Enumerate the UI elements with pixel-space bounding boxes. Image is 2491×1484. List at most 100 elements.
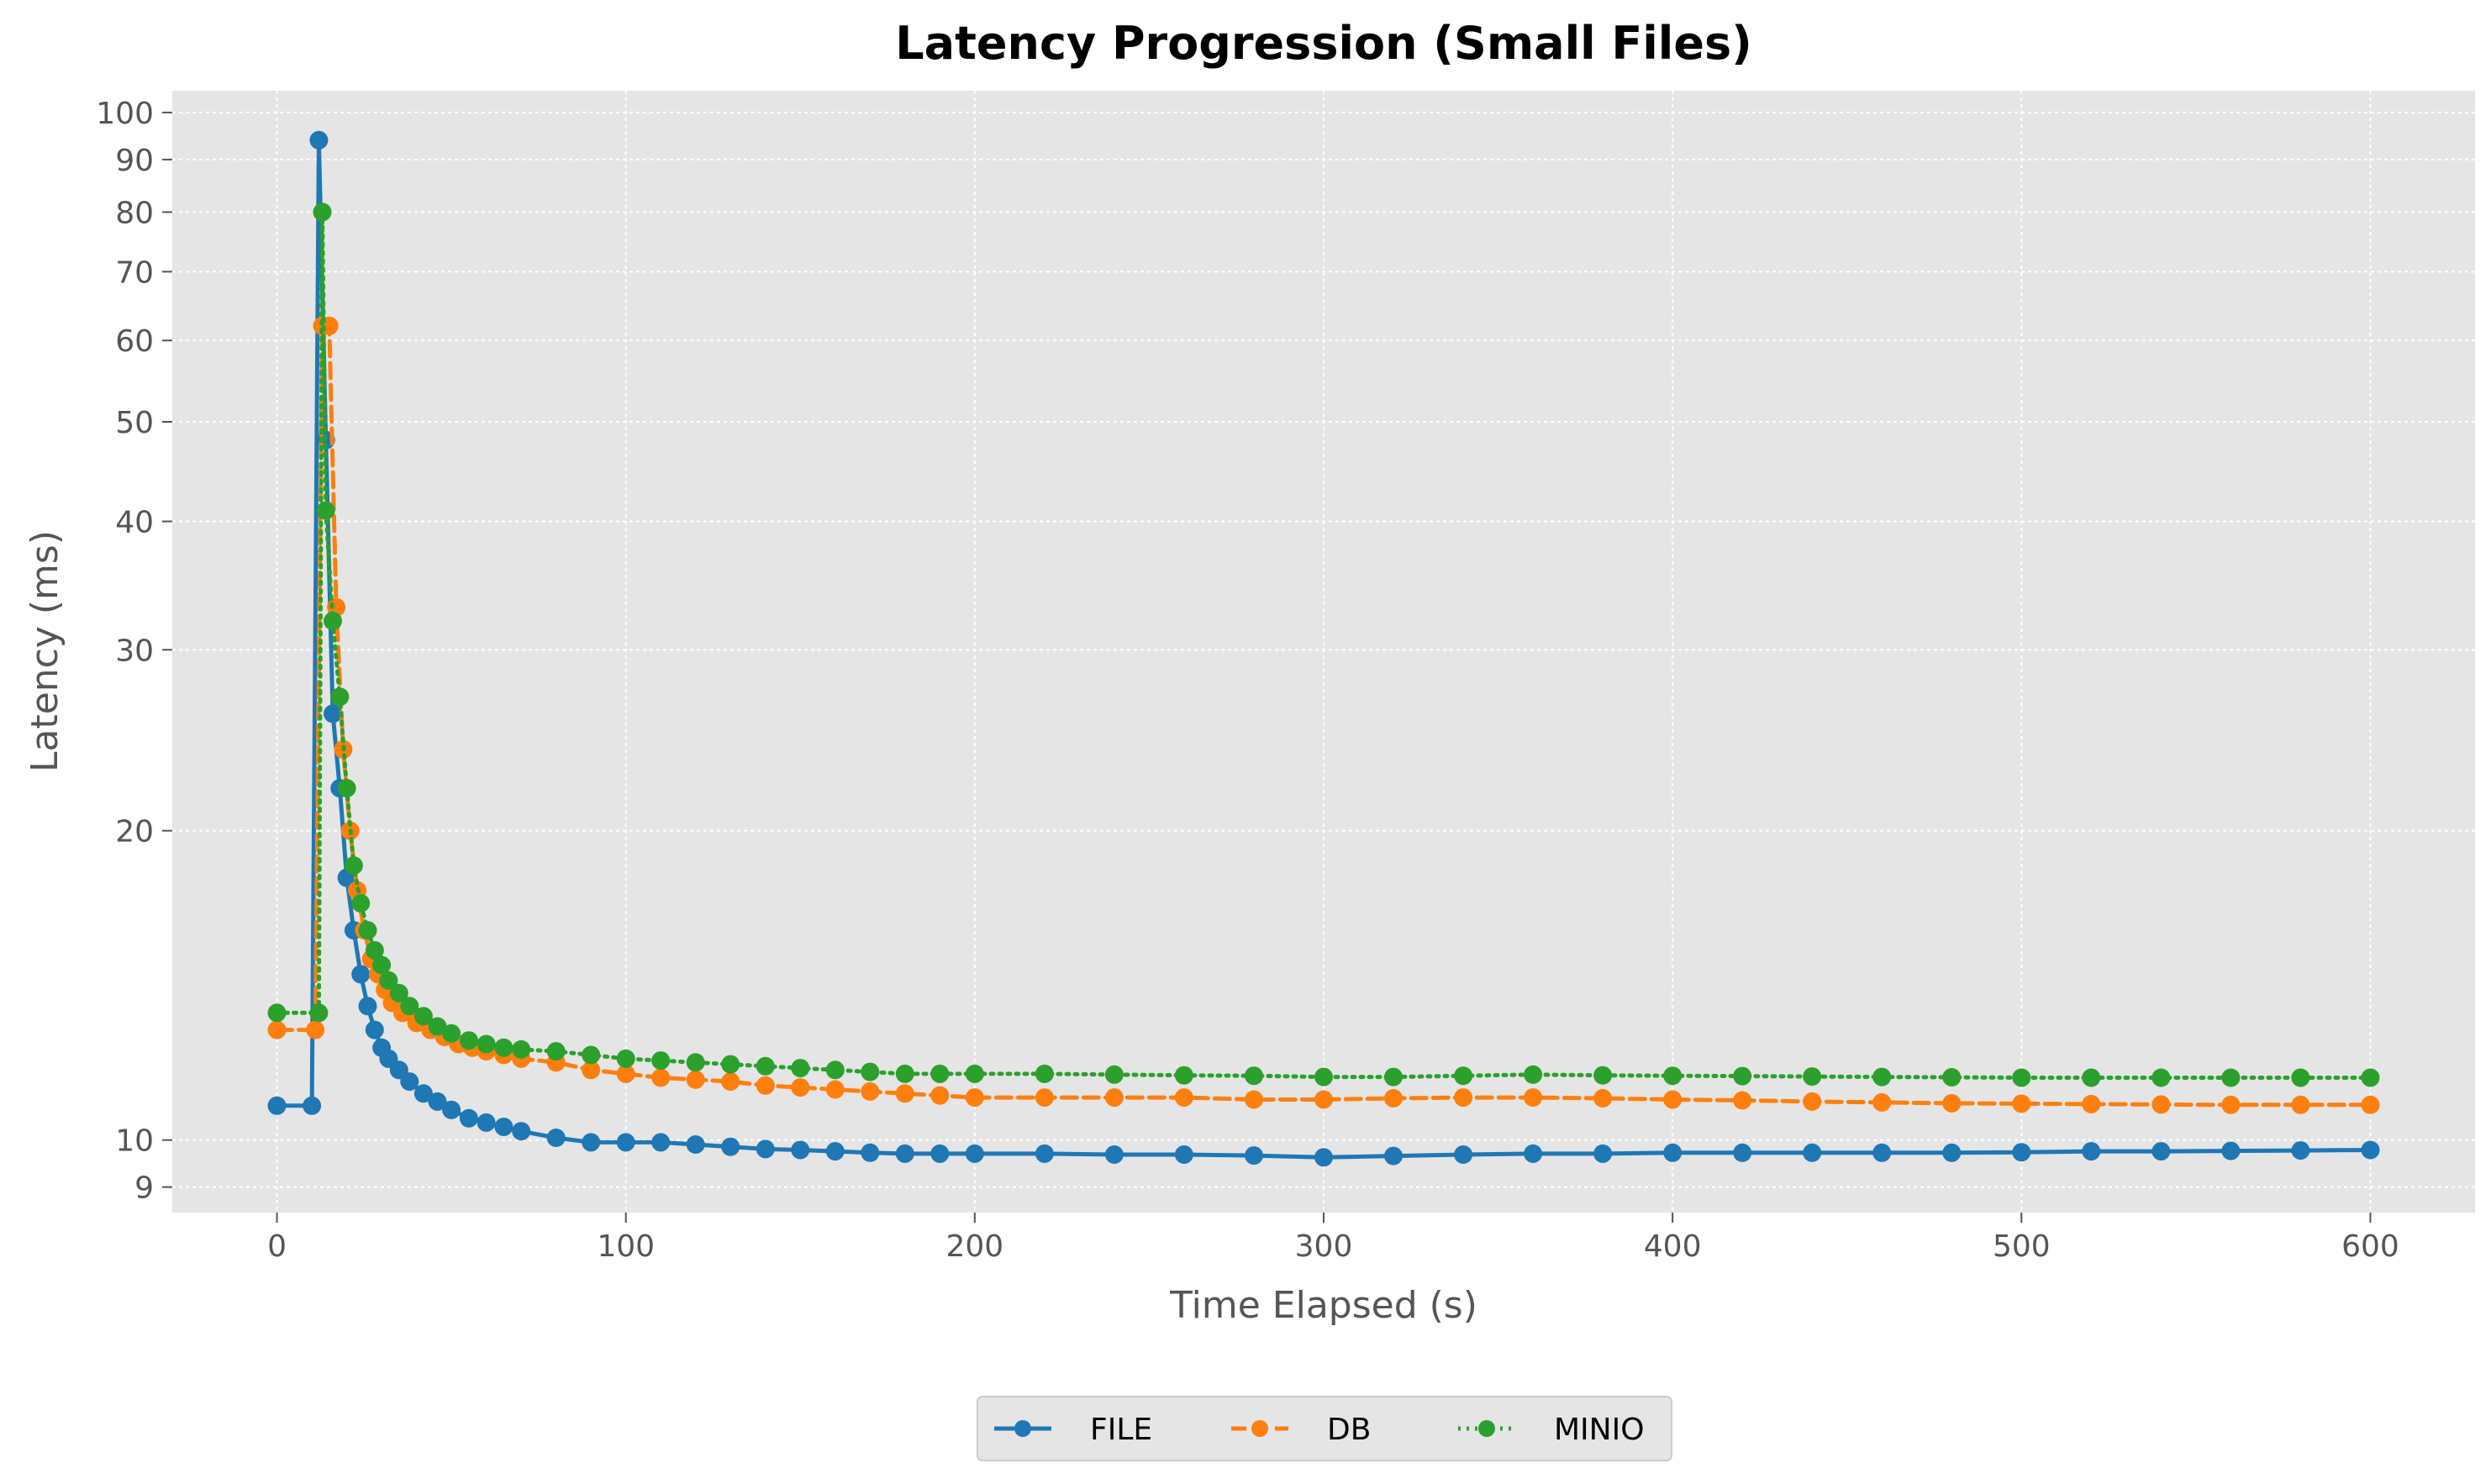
data-point-file [400,1072,419,1092]
data-point-minio [791,1059,810,1078]
data-point-file [2012,1143,2031,1162]
data-point-db [306,1020,325,1039]
data-point-minio [930,1064,950,1083]
data-point-file [324,704,342,724]
y-axis-label: Latency (ms) [24,530,66,772]
data-point-minio [2012,1068,2031,1087]
legend-marker-file [1014,1420,1031,1437]
data-point-minio [1663,1066,1683,1086]
data-point-minio [861,1062,880,1081]
y-tick-label: 60 [115,324,154,359]
data-point-db [930,1086,950,1105]
data-point-file [512,1122,531,1141]
data-point-db [1454,1088,1473,1108]
data-point-db [582,1060,601,1080]
data-point-minio [1245,1066,1263,1086]
data-point-file [428,1092,447,1111]
data-point-db [2151,1095,2171,1114]
data-point-file [1104,1145,1124,1164]
data-point-minio [2151,1068,2171,1087]
data-point-minio [721,1055,740,1074]
data-point-minio [459,1031,478,1050]
data-point-minio [1593,1066,1613,1085]
data-point-file [1035,1144,1054,1163]
legend-item-file: FILE [994,1413,1152,1447]
data-point-minio [400,997,419,1016]
legend-box [977,1396,1672,1461]
data-point-minio [442,1024,461,1043]
data-point-file [2221,1141,2241,1160]
data-point-minio [651,1051,671,1071]
data-point-file [2082,1142,2101,1161]
data-point-file [303,1096,322,1115]
data-point-minio [389,983,408,1002]
x-tick-label: 200 [945,1229,1003,1264]
series-layer [267,130,2380,1167]
data-point-file [686,1135,705,1154]
data-point-minio [616,1049,635,1068]
data-point-minio [337,779,356,797]
data-point-minio [2361,1068,2380,1087]
data-point-file [1663,1143,1683,1162]
data-point-minio [1803,1067,1822,1087]
data-point-file [895,1144,914,1163]
data-point-db [2221,1095,2241,1114]
data-point-minio [267,1003,287,1023]
data-point-db [1384,1089,1403,1108]
x-tick-label: 100 [597,1229,655,1264]
data-point-db [861,1081,880,1101]
data-point-file [477,1113,496,1132]
y-tick-label: 70 [115,255,154,290]
chart-title: Latency Progression (Small Files) [895,17,1752,70]
data-point-db [2361,1095,2380,1114]
data-point-minio [1872,1067,1892,1087]
data-point-file [1524,1144,1543,1163]
legend-label-minio: MINIO [1554,1413,1645,1447]
data-point-minio [546,1042,566,1061]
data-point-minio [2082,1068,2101,1087]
data-point-db [1942,1093,1962,1113]
data-point-minio [1454,1066,1473,1086]
data-point-db [721,1072,740,1092]
data-point-file [791,1140,810,1160]
data-point-minio [1524,1065,1543,1084]
data-point-minio [895,1064,914,1083]
data-point-minio [2291,1068,2310,1087]
data-point-minio [358,921,377,940]
data-point-db [1803,1092,1822,1111]
data-point-db [1872,1092,1892,1112]
data-point-file [1384,1146,1403,1166]
data-point-db [686,1070,705,1089]
data-point-minio [494,1038,513,1057]
data-point-db [1035,1088,1054,1108]
y-tick-label: 9 [134,1171,154,1206]
data-point-minio [1104,1065,1124,1084]
legend-item-db: DB [1231,1413,1371,1447]
legend-marker-minio [1478,1420,1495,1437]
legend-item-minio: MINIO [1458,1413,1645,1447]
data-point-db [267,1020,287,1039]
data-point-minio [344,856,363,875]
data-point-minio [1035,1064,1054,1083]
data-point-file [365,1020,384,1039]
data-point-file [1733,1143,1752,1162]
legend: FILE DB MINIO [977,1396,1672,1461]
y-tick-label: 30 [115,634,154,668]
x-tick-label: 0 [267,1229,287,1264]
data-point-db [1174,1088,1193,1108]
data-point-minio [351,893,371,913]
y-tick-label: 90 [115,144,154,178]
data-point-minio [686,1053,705,1072]
data-point-file [1593,1144,1613,1163]
data-point-file [413,1084,433,1103]
data-point-db [1314,1090,1333,1109]
y-tick-label: 20 [115,815,154,850]
y-tick-label: 80 [115,196,154,230]
x-tick-label: 600 [2341,1229,2399,1264]
y-tick-label: 100 [96,97,154,131]
data-point-db [895,1084,914,1103]
data-point-minio [1314,1067,1333,1087]
data-point-db [2012,1094,2031,1113]
